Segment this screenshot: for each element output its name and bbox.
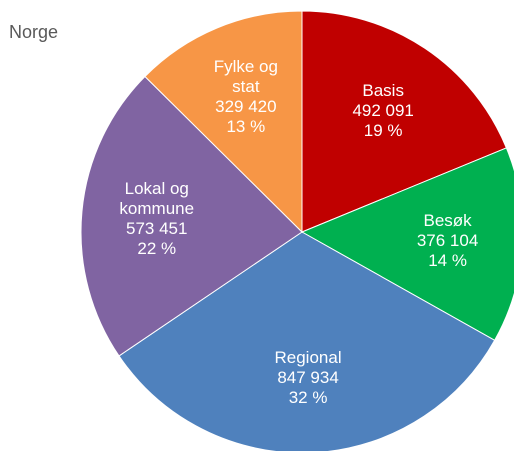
slice-label: Regional 847 934 32 % — [267, 348, 349, 408]
slice-label: Basis 492 091 19 % — [342, 81, 424, 141]
chart-title: Norge — [9, 22, 59, 42]
pie-slice — [144, 10, 303, 234]
slice-value: 573 451 — [126, 218, 188, 238]
slice-percent: 22 % — [137, 238, 177, 258]
slice-name: Besøk — [423, 210, 472, 230]
slice-label: Lokal og kommune 573 451 22 % — [116, 179, 198, 259]
slice-value: 847 934 — [277, 367, 339, 387]
slice-percent: 14 % — [428, 250, 467, 270]
slice-label: Fylke og stat 329 420 13 % — [205, 57, 287, 137]
slice-value: 492 091 — [352, 100, 414, 120]
slice-percent: 32 % — [288, 387, 328, 407]
slice-value: 376 104 — [416, 230, 479, 250]
pie-slice — [301, 10, 508, 233]
pie-slice — [300, 147, 514, 341]
slice-percent: 19 % — [363, 120, 403, 140]
slice-name: Basis — [362, 80, 404, 100]
pie-slice — [118, 231, 496, 451]
slice-name: Fylke og stat — [213, 57, 278, 97]
slice-name: Lokal og kommune — [119, 178, 195, 218]
slice-name: Regional — [274, 347, 342, 367]
slice-value: 329 420 — [215, 97, 277, 117]
slice-percent: 13 % — [226, 117, 266, 137]
pie-slice — [80, 75, 303, 357]
slice-label: Besøk 376 104 14 % — [407, 211, 489, 271]
